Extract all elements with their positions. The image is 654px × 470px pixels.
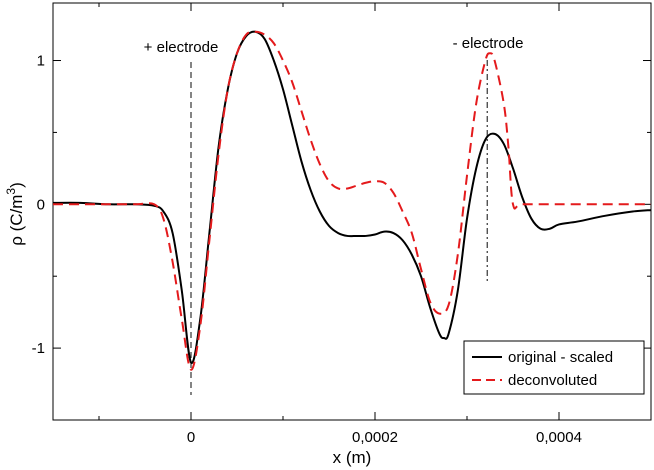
- plot-frame: [52, 2, 652, 421]
- legend: original - scaled deconvoluted: [463, 340, 645, 395]
- x-axis-title: x (m): [333, 448, 372, 467]
- y-tick-label: -1: [32, 340, 45, 357]
- legend-label-original: original - scaled: [508, 349, 613, 366]
- annotation-minus-electrode: - electrode: [453, 35, 524, 52]
- data-series: [53, 30, 651, 371]
- x-tick-label: 0: [187, 429, 195, 446]
- y-tick-label: 1: [37, 53, 45, 70]
- legend-label-deconvoluted: deconvoluted: [508, 372, 597, 389]
- legend-box: [463, 340, 645, 395]
- electrode-markers: [190, 60, 488, 395]
- y-tick-label: 0: [37, 196, 45, 213]
- series-line-original-scaled: [53, 30, 651, 364]
- x-tick-label: 0,0004: [536, 429, 582, 446]
- annotation-plus-electrode: + electrode: [144, 39, 219, 56]
- x-tick-label: 0,0002: [352, 429, 398, 446]
- y-axis-title: ρ (C/m3): [4, 182, 26, 246]
- series-line-deconvoluted: [53, 30, 651, 371]
